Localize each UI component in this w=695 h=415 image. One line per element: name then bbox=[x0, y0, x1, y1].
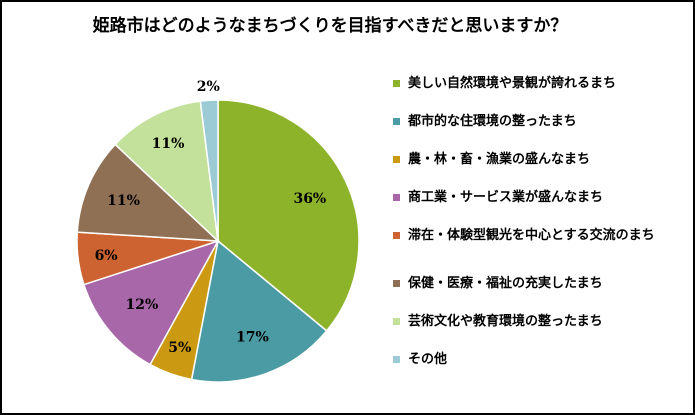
legend-swatch bbox=[393, 118, 400, 125]
chart-title: 姫路市はどのようなまちづくりを目指すべきだと思いますか？ bbox=[92, 16, 568, 36]
legend-label: 美しい自然環境や景観が誇れるまち bbox=[408, 76, 617, 91]
legend-swatch bbox=[393, 280, 400, 287]
legend-item: 美しい自然環境や景観が誇れるまち bbox=[393, 74, 683, 93]
legend-swatch bbox=[393, 318, 400, 325]
legend-item: 芸術文化や教育環境の整ったまち bbox=[393, 312, 683, 331]
legend-label: 商工業・サービス業が盛んなまち bbox=[408, 190, 604, 205]
slice-value-label: 6% bbox=[95, 248, 118, 264]
legend-swatch bbox=[393, 356, 400, 363]
legend-label: 農・林・畜・漁業の盛んなまち bbox=[408, 152, 591, 167]
pie-slice bbox=[114, 100, 220, 243]
legend-swatch bbox=[393, 194, 400, 201]
legend-item: 商工業・サービス業が盛んなまち bbox=[393, 188, 683, 207]
slice-value-label: 2% bbox=[197, 79, 220, 95]
slice-value-label: 36% bbox=[293, 191, 326, 207]
legend-swatch bbox=[393, 156, 400, 163]
legend-label: 都市的な住環境の整ったまち bbox=[408, 114, 577, 129]
pie-slice bbox=[217, 99, 360, 332]
pie-slice bbox=[76, 143, 221, 242]
legend-swatch bbox=[393, 232, 400, 239]
legend-item: 滞在・体験型観光を中心とする交流のまち bbox=[393, 226, 683, 245]
slice-value-label: 11% bbox=[152, 136, 185, 152]
slice-value-label: 11% bbox=[107, 193, 140, 209]
slice-value-label: 12% bbox=[126, 297, 159, 313]
legend-label: 芸術文化や教育環境の整ったまち bbox=[408, 314, 603, 329]
pie-slice bbox=[199, 99, 219, 242]
pie-slice bbox=[82, 239, 220, 366]
legend-label: 保健・医療・福祉の充実したまち bbox=[408, 276, 603, 291]
legend-label: その他 bbox=[408, 352, 448, 367]
pie-slice bbox=[190, 239, 328, 383]
legend-item: 都市的な住環境の整ったまち bbox=[393, 112, 683, 131]
slice-value-label: 17% bbox=[236, 330, 269, 346]
legend-label: 滞在・体験型観光を中心とする交流のまち bbox=[408, 228, 655, 243]
slice-value-label: 5% bbox=[168, 340, 191, 356]
legend-item: 保健・医療・福祉の充実したまち bbox=[393, 274, 683, 293]
legend-swatch bbox=[393, 80, 400, 87]
legend-item: その他 bbox=[393, 350, 683, 369]
legend-item: 農・林・畜・漁業の盛んなまち bbox=[393, 150, 683, 169]
